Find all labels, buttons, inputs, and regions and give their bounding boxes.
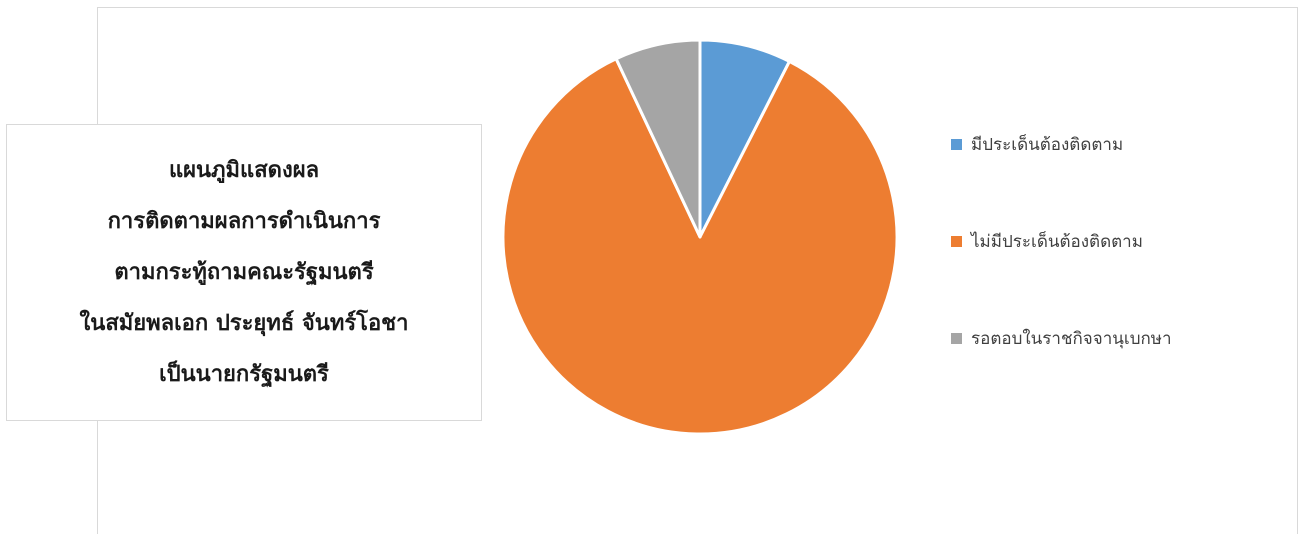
legend-swatch-orange bbox=[951, 235, 962, 247]
legend-swatch-blue bbox=[951, 138, 962, 150]
legend-item-followup: มีประเด็นต้องติดตาม bbox=[951, 128, 1172, 160]
chart-title-line-1: แผนภูมิแสดงผล bbox=[168, 158, 320, 183]
legend-item-no-followup: ไม่มีประเด็นต้องติดตาม bbox=[951, 225, 1172, 257]
chart-title-box: แผนภูมิแสดงผล การติดตามผลการดำเนินการ ตา… bbox=[6, 124, 482, 421]
legend-item-awaiting-gazette: รอตอบในราชกิจจานุเบกษา bbox=[951, 322, 1172, 354]
chart-title-line-4: ในสมัยพลเอก ประยุทธ์ จันทร์โอชา bbox=[79, 311, 409, 336]
chart-title-line-2: การติดตามผลการดำเนินการ bbox=[107, 209, 381, 234]
slice-awaiting-gazette bbox=[614, 38, 702, 239]
chart-title-line-3: ตามกระทู้ถามคณะรัฐมนตรี bbox=[114, 260, 374, 285]
legend-swatch-gray bbox=[951, 332, 962, 344]
chart-title-line-5: เป็นนายกรัฐมนตรี bbox=[159, 362, 329, 387]
legend-label: รอตอบในราชกิจจานุเบกษา bbox=[971, 328, 1172, 349]
legend-label: มีประเด็นต้องติดตาม bbox=[971, 134, 1124, 155]
slice-no-followup bbox=[501, 57, 899, 436]
legend-label: ไม่มีประเด็นต้องติดตาม bbox=[971, 231, 1143, 252]
legend: มีประเด็นต้องติดตาม ไม่มีประเด็นต้องติดต… bbox=[951, 128, 1172, 419]
